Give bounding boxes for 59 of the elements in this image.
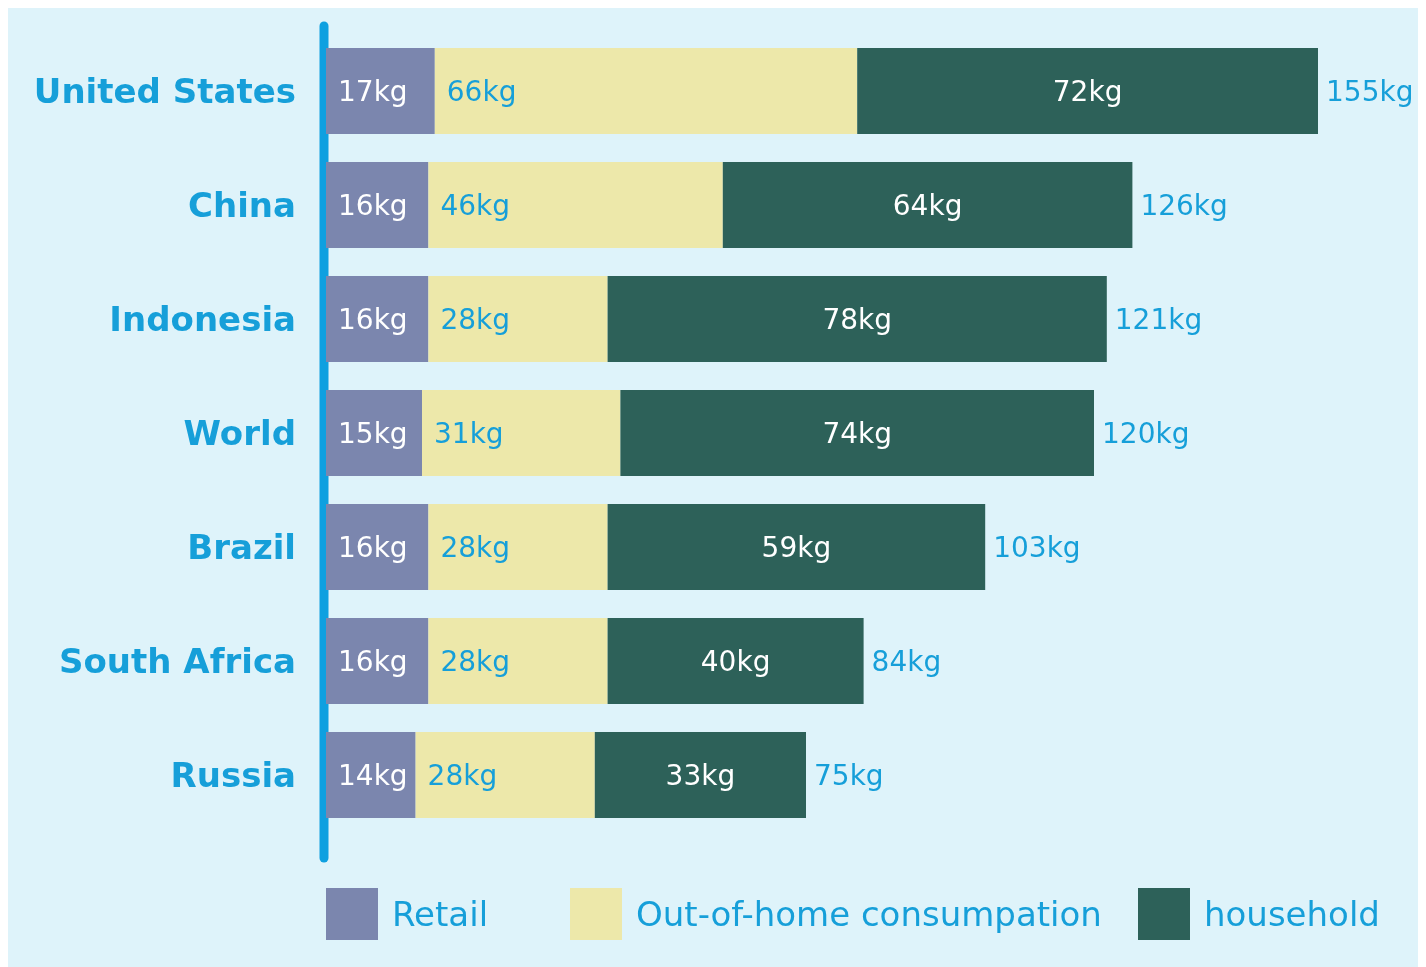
data-label: 72kg [1052,74,1123,108]
total-label: 126kg [1140,188,1228,222]
bar [857,48,1318,134]
bar [620,390,1094,476]
bar [607,618,864,704]
bar [326,504,429,590]
legend-label: Retail [392,893,489,934]
data-label: 28kg [427,758,498,792]
bar [434,48,858,134]
y-tick-label: United States [33,70,296,111]
data-label: 28kg [440,302,511,336]
bar [428,162,723,248]
legend-label: household [1204,893,1380,934]
y-tick-label: Brazil [187,526,296,567]
bar [428,504,608,590]
bar [326,618,429,704]
bar [722,162,1133,248]
bar [594,732,806,818]
data-label: 28kg [440,530,511,564]
legend-label: Out-of-home consumpation [636,893,1102,934]
data-label: 64kg [892,188,963,222]
data-label: 78kg [822,302,893,336]
data-label: 17kg [338,74,408,108]
bar [607,276,1107,362]
bar [326,276,429,362]
y-tick-label: Indonesia [109,298,296,339]
total-label: 75kg [814,758,884,792]
data-label: 40kg [700,644,771,678]
bar [326,162,429,248]
data-label: 28kg [440,644,511,678]
y-tick-label: China [188,184,296,225]
bar [428,618,608,704]
y-tick-label: South Africa [59,640,296,681]
data-label: 16kg [338,530,408,564]
y-tick-label: World [183,412,296,453]
bar [428,276,608,362]
bar [326,48,435,134]
total-label: 84kg [871,644,942,678]
bar [326,390,422,476]
data-label: 14kg [338,758,408,792]
data-label: 16kg [338,302,408,336]
data-label: 66kg [446,74,517,108]
total-label: 155kg [1326,74,1414,108]
total-label: 121kg [1114,302,1203,336]
data-label: 16kg [338,644,408,678]
data-label: 15kg [338,416,408,450]
data-label: 16kg [338,188,408,222]
data-label: 59kg [761,530,832,564]
bar [607,504,986,590]
y-tick-label: Russia [170,754,296,795]
data-label: 33kg [665,758,736,792]
data-label: 46kg [440,188,511,222]
data-label: 31kg [434,416,504,450]
bar [326,732,416,818]
total-label: 120kg [1102,416,1190,450]
total-label: 103kg [993,530,1081,564]
bar [415,732,595,818]
bar [422,390,621,476]
data-label: 74kg [822,416,893,450]
